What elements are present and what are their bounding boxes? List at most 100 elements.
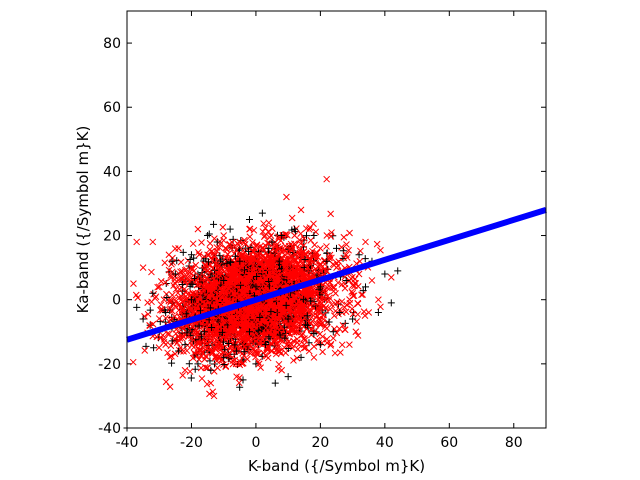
cloud-cross-marker: [272, 276, 279, 284]
black-plus-point: [281, 334, 289, 342]
cloud-cross-marker: [162, 279, 169, 286]
black-plus-point: [271, 379, 279, 387]
red-cross-point: [149, 238, 157, 246]
cloud-cross-marker: [223, 318, 230, 325]
cloud-plus-marker: [216, 252, 224, 260]
y-tick-label: -20: [98, 357, 121, 373]
cloud-cross-marker: [204, 305, 211, 313]
cloud-cross-marker: [176, 285, 183, 293]
cloud-cross-marker: [205, 251, 213, 259]
cloud-cross-marker: [341, 304, 349, 311]
cloud-cross-marker: [288, 265, 296, 273]
cloud-cross-marker: [354, 300, 362, 308]
cloud-cross-marker: [260, 220, 267, 227]
black-plus-point: [207, 366, 215, 374]
cloud-cross-marker: [236, 320, 243, 327]
cloud-cross-marker: [167, 342, 175, 350]
cloud-plus-marker: [240, 266, 248, 274]
cloud-cross-marker: [239, 311, 247, 319]
cloud-cross-marker: [293, 271, 301, 279]
cloud-plus-marker: [307, 297, 315, 305]
cloud-cross-marker: [190, 343, 198, 351]
cloud-cross-marker: [207, 289, 215, 297]
red-cross-point: [217, 354, 224, 361]
cloud-cross-marker: [213, 247, 221, 255]
blue-fit-line: [126, 207, 547, 343]
y-tick-label: 40: [103, 164, 121, 180]
cloud-cross-marker: [254, 332, 262, 340]
cloud-cross-marker: [154, 283, 161, 291]
cloud-cross-marker: [271, 311, 278, 319]
cloud-plus-marker: [276, 331, 284, 339]
black-plus-point: [252, 283, 260, 291]
cloud-cross-marker: [296, 323, 303, 330]
black-plus-point: [262, 341, 270, 349]
cloud-cross-marker: [321, 296, 329, 304]
cloud-cross-marker: [280, 308, 287, 316]
red-cross-point: [346, 341, 353, 348]
x-tick-label: 0: [251, 435, 260, 451]
cloud-cross-marker: [248, 259, 255, 266]
cloud-cross-marker: [288, 214, 296, 222]
red-cross-point: [329, 334, 337, 342]
cloud-cross-marker: [162, 378, 170, 386]
cloud-cross-marker: [277, 336, 285, 343]
cloud-cross-marker: [328, 229, 335, 236]
cloud-cross-marker: [353, 318, 361, 325]
cloud-cross-marker: [201, 300, 209, 308]
cloud-cross-marker: [217, 272, 224, 279]
cloud-cross-marker: [307, 236, 315, 244]
cloud-cross-marker: [294, 291, 302, 298]
red-cross-point: [226, 277, 234, 284]
red-cross-point: [375, 296, 382, 304]
black-plus-point: [233, 347, 241, 355]
black-plus-point: [204, 232, 212, 240]
cloud-plus-marker: [303, 312, 311, 320]
black-plus-point: [258, 209, 266, 217]
cloud-cross-marker: [216, 339, 224, 347]
red-cross-point: [320, 302, 327, 310]
cloud-plus-marker: [204, 258, 212, 266]
cloud-cross-marker: [168, 352, 175, 360]
cloud-cross-marker: [261, 338, 268, 345]
cloud-plus-marker: [283, 276, 291, 284]
tick-marks: [126, 11, 546, 429]
series-blue-fit-line: [126, 207, 547, 343]
cloud-cross-marker: [192, 261, 200, 269]
cloud-cross-marker: [187, 275, 194, 282]
cloud-cross-marker: [164, 330, 171, 338]
cloud-cross-marker: [354, 282, 362, 290]
cloud-cross-marker: [348, 305, 356, 313]
cloud-cross-marker: [331, 349, 339, 357]
cloud-plus-marker: [266, 282, 274, 290]
cloud-cross-marker: [296, 302, 304, 310]
cloud-cross-marker: [323, 175, 331, 183]
black-plus-point: [374, 309, 382, 317]
cloud-cross-marker: [179, 372, 187, 379]
cloud-cross-marker: [333, 298, 341, 306]
cloud-cross-marker: [212, 345, 219, 353]
cloud-cross-marker: [208, 337, 216, 345]
red-cross-point: [265, 219, 273, 227]
cloud-plus-marker: [267, 308, 275, 316]
cloud-plus-marker: [133, 303, 141, 311]
black-plus-point: [316, 341, 324, 349]
cloud-cross-marker: [274, 235, 282, 243]
cloud-cross-marker: [346, 299, 354, 307]
y-tick-label: 20: [103, 229, 121, 245]
cloud-cross-marker: [258, 259, 266, 267]
cloud-cross-marker: [239, 252, 246, 260]
black-plus-point: [187, 296, 195, 304]
cloud-cross-marker: [168, 260, 175, 268]
cloud-cross-marker: [185, 303, 193, 311]
x-tick-label: -20: [180, 435, 203, 451]
cloud-cross-marker: [134, 294, 142, 301]
black-plus-point: [336, 309, 344, 317]
cloud-cross-marker: [141, 347, 149, 354]
cloud-plus-marker: [163, 294, 171, 302]
cloud-cross-marker: [224, 286, 231, 294]
cloud-plus-marker: [215, 275, 223, 283]
cloud-cross-marker: [373, 240, 381, 248]
cloud-cross-marker: [203, 380, 211, 388]
cloud-cross-marker: [185, 306, 193, 314]
